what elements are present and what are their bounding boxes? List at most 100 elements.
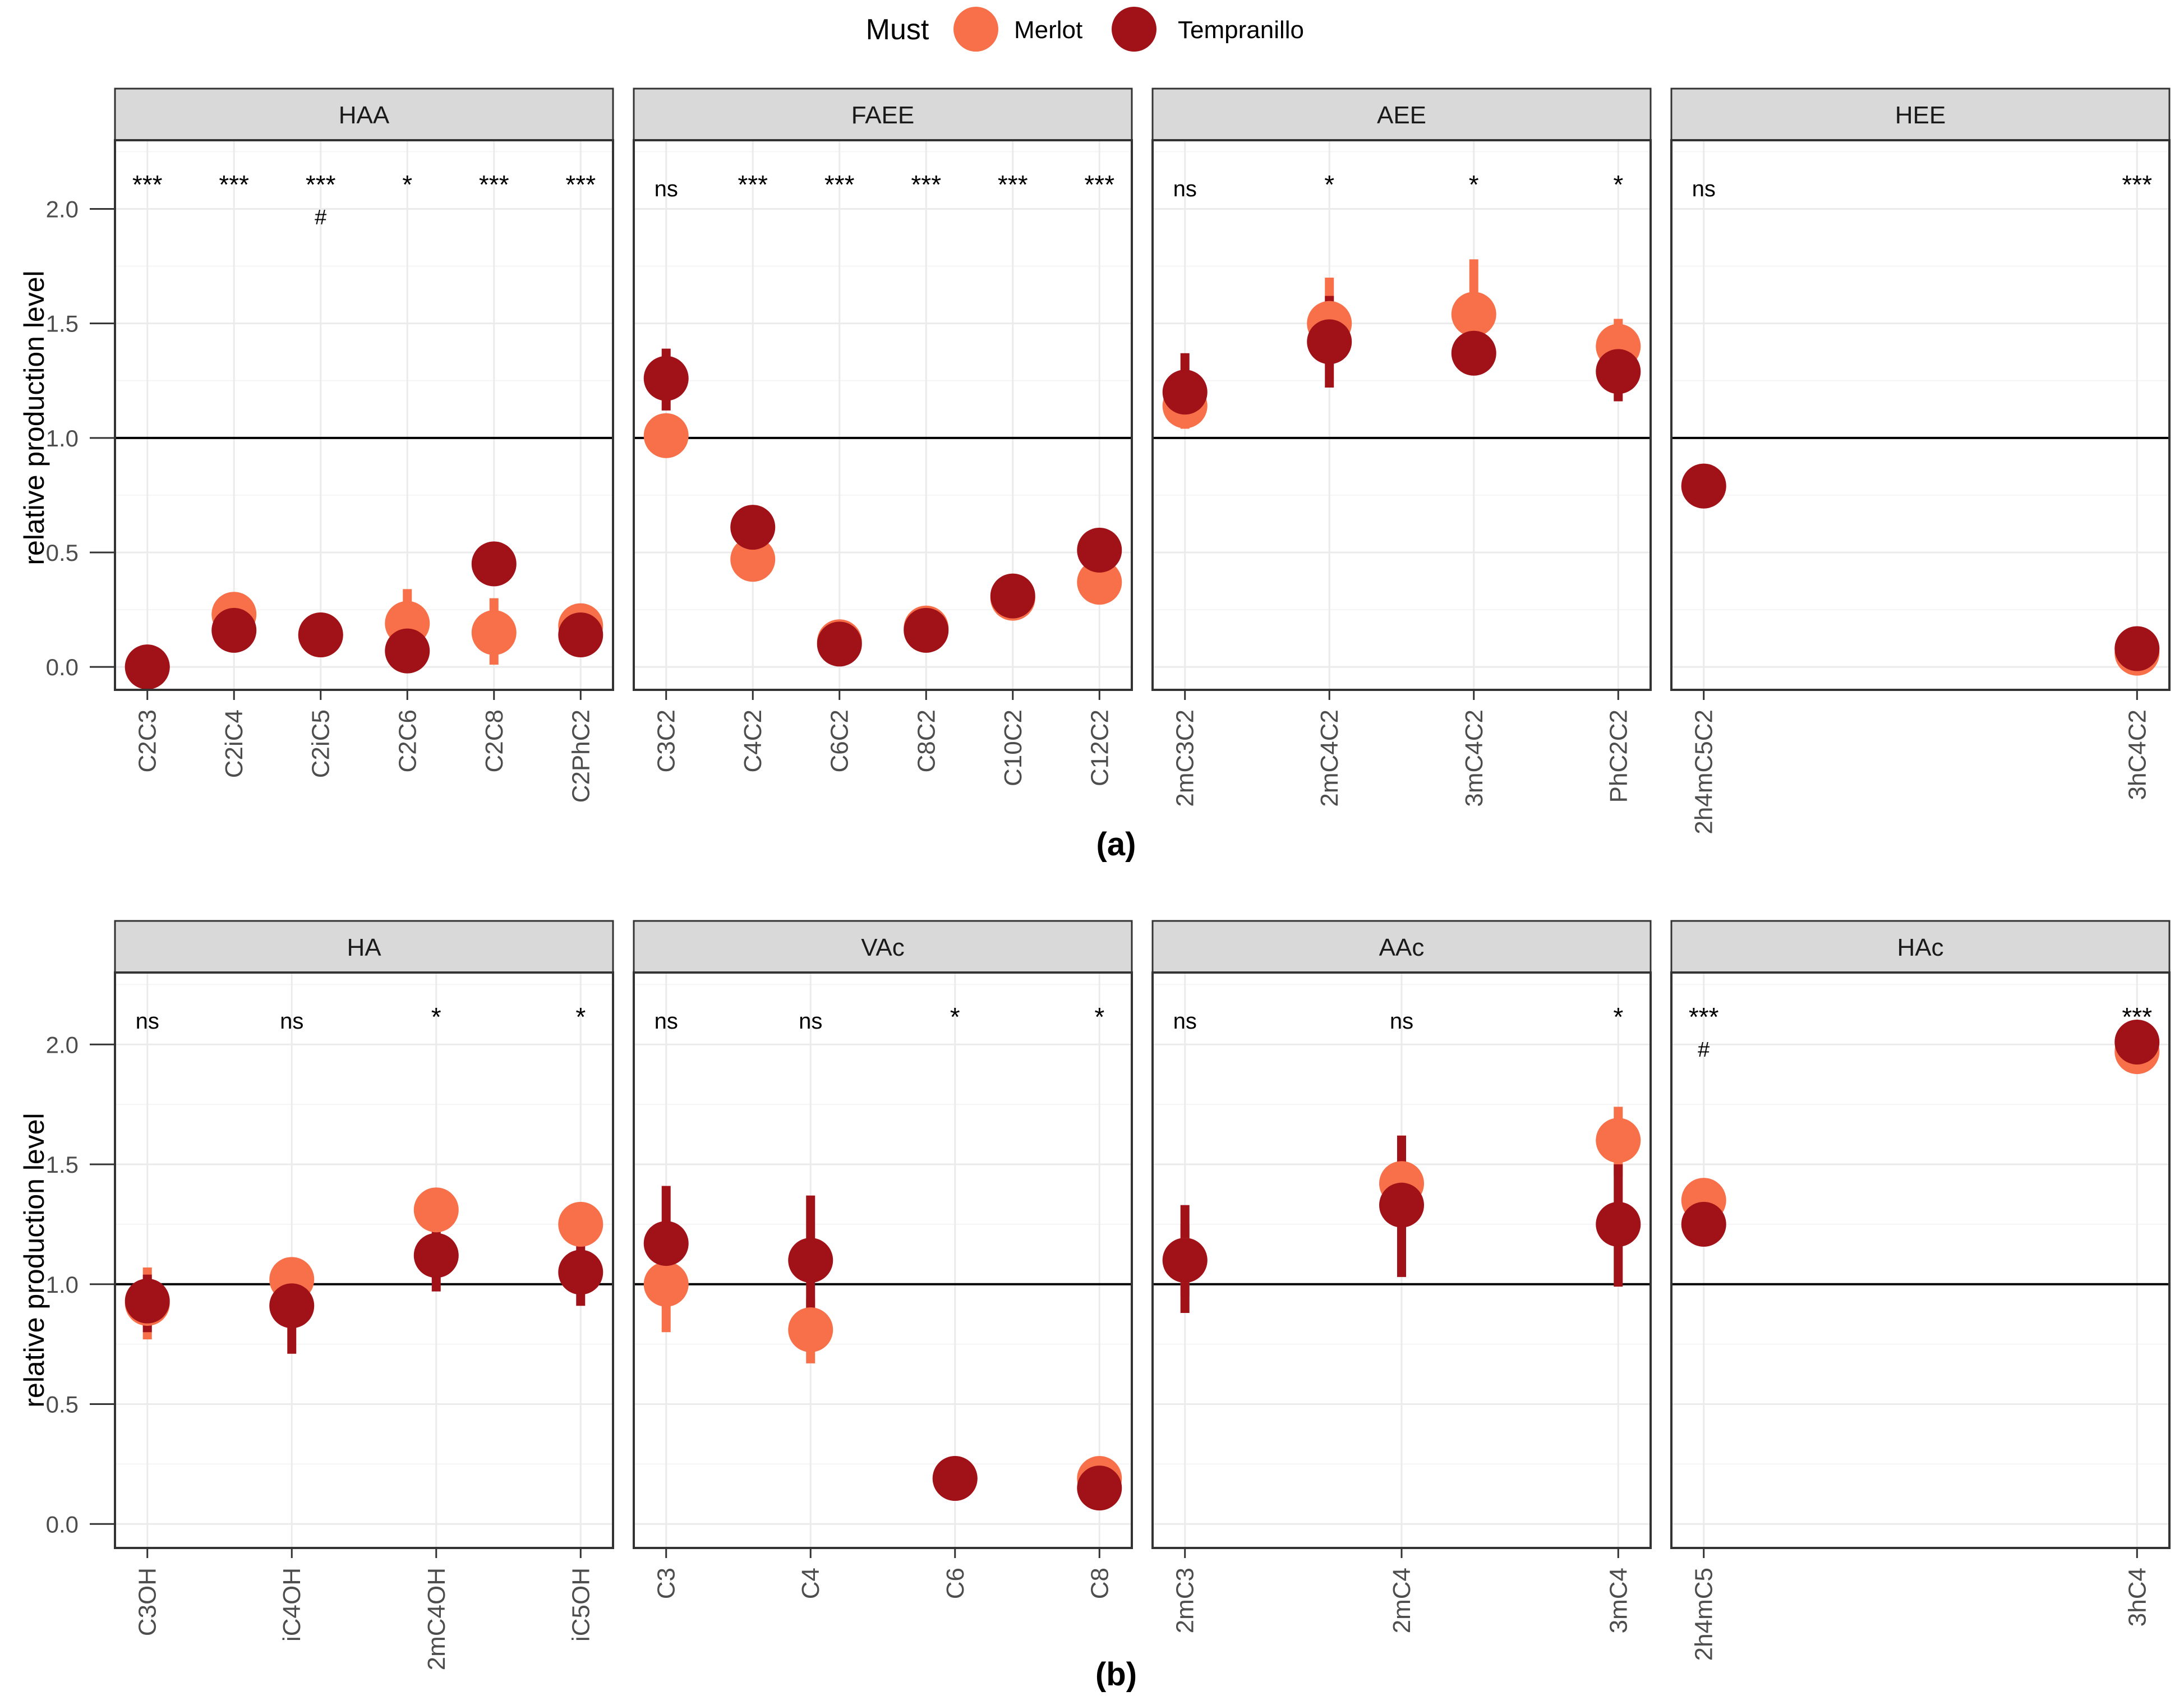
x-tick-label: C3OH: [134, 1568, 162, 1636]
facet-title: FAEE: [851, 102, 915, 129]
tempranillo-point: [932, 1456, 978, 1501]
figure-b: relative production level 0.0 0.5 1.0 1.5 2.0…: [19, 920, 2171, 1693]
x-tick-label: PhC2C2: [1605, 709, 1632, 803]
significance-label: ***: [1084, 170, 1114, 199]
panel-border: [1151, 139, 1652, 691]
facet-AEE: AEE ns * * * 2mC3C2 2mC4C2 3mC4C2 PhC2C2: [1151, 87, 1652, 807]
significance-label: *: [1469, 170, 1479, 199]
tempranillo-point: [211, 607, 257, 653]
x-tick-label: 2mC4C2: [1316, 709, 1343, 807]
panel-border: [633, 971, 1133, 1549]
panel-border: [114, 139, 614, 691]
x-tick-label: 2mC3: [1172, 1568, 1199, 1633]
significance-mark: #: [315, 206, 326, 229]
y-tick-label: 1.5: [46, 1151, 79, 1178]
significance-label: *: [1324, 170, 1334, 199]
x-tick-label: C2C8: [481, 709, 508, 773]
x-tick-label: C2C6: [394, 709, 421, 773]
facet-title: VAc: [861, 934, 904, 961]
tempranillo-point: [125, 644, 170, 690]
y-tick-label: 0.0: [46, 1511, 79, 1537]
tempranillo-point: [990, 573, 1035, 619]
x-tick-label: C2iC4: [220, 709, 248, 778]
panel-border: [114, 971, 614, 1549]
tempranillo-point: [1681, 1201, 1726, 1247]
tempranillo-point: [413, 1233, 459, 1278]
x-tick-label: C6: [942, 1568, 969, 1599]
y-tick-label: 1.0: [46, 1271, 79, 1298]
significance-label: ***: [2122, 170, 2152, 199]
tempranillo-point: [1162, 370, 1208, 415]
legend-swatch-merlot: [953, 7, 998, 52]
x-tick-label: C3C2: [653, 709, 680, 773]
tempranillo-point: [558, 612, 603, 657]
significance-label: ns: [1692, 177, 1716, 201]
facet-VAc: VAc ns ns * * C3 C4 C6 C8: [633, 920, 1133, 1599]
x-tick-label: 2h4mC5: [1690, 1568, 1718, 1661]
panel-background: [1671, 973, 2169, 1548]
panel-border: [633, 139, 1133, 691]
significance-label: ***: [132, 170, 163, 199]
legend-title: Must: [866, 13, 929, 46]
legend-label-merlot: Merlot: [1014, 16, 1082, 44]
facet-strip: [633, 920, 1133, 974]
tempranillo-point: [2114, 1019, 2160, 1065]
panel-background: [634, 973, 1132, 1548]
x-tick-label: C3: [653, 1568, 680, 1599]
y-axis-title: relative production level: [19, 270, 50, 565]
x-tick-label: C2iC5: [307, 709, 335, 778]
facet-title: HAc: [1897, 934, 1943, 961]
tempranillo-point: [904, 607, 949, 653]
significance-label: ns: [655, 1009, 678, 1034]
significance-label: ***: [306, 170, 336, 199]
y-tick-label: 1.5: [46, 311, 79, 337]
legend-label-tempranillo: Tempranillo: [1178, 16, 1304, 44]
significance-label: ***: [1689, 1002, 1719, 1031]
y-axis-title: relative production level: [19, 1113, 50, 1407]
x-tick-label: C8C2: [913, 709, 940, 773]
significance-label: ***: [219, 170, 249, 199]
x-tick-label: 2h4mC5C2: [1690, 709, 1718, 835]
tempranillo-point: [1681, 463, 1726, 509]
x-tick-label: C10C2: [999, 709, 1027, 786]
x-tick-label: 3hC4C2: [2123, 709, 2151, 800]
significance-label: *: [402, 170, 412, 199]
significance-label: ***: [738, 170, 768, 199]
significance-label: ns: [1173, 177, 1197, 201]
panel-background: [1671, 140, 2169, 690]
tempranillo-point: [2114, 626, 2160, 671]
panel-label: (a): [1096, 826, 1136, 863]
tempranillo-point: [1379, 1182, 1424, 1228]
significance-label: *: [1613, 1002, 1623, 1031]
significance-label: ns: [136, 1009, 159, 1034]
y-tick-label: 0.5: [46, 540, 79, 566]
significance-label: ns: [1390, 1009, 1413, 1034]
facet-AAc: AAc ns ns * 2mC3 2mC4 3mC4: [1151, 920, 1652, 1633]
facet-strip: [1151, 87, 1652, 141]
x-tick-label: C6C2: [826, 709, 854, 773]
panel-background: [115, 140, 613, 690]
x-tick-label: 3mC4: [1605, 1568, 1632, 1633]
significance-label: ***: [998, 170, 1028, 199]
tempranillo-point: [1596, 1201, 1641, 1247]
significance-label: ***: [479, 170, 509, 199]
merlot-point: [643, 1261, 689, 1307]
merlot-point: [1596, 1118, 1641, 1163]
panel-border: [1670, 139, 2171, 691]
tempranillo-point: [471, 541, 517, 587]
merlot-point: [1077, 560, 1122, 605]
significance-label: *: [1613, 170, 1623, 199]
facet-strip: [114, 87, 614, 141]
significance-label: ***: [824, 170, 855, 199]
tempranillo-point: [817, 621, 862, 667]
y-tick-label: 1.0: [46, 425, 79, 451]
tempranillo-point: [269, 1283, 315, 1329]
tempranillo-point: [730, 505, 776, 550]
significance-label: *: [950, 1002, 960, 1031]
significance-label: ns: [799, 1009, 822, 1034]
significance-label: ns: [655, 177, 678, 201]
legend-swatch-tempranillo: [1112, 7, 1156, 52]
tempranillo-point: [1077, 1466, 1122, 1511]
tempranillo-point: [558, 1250, 603, 1295]
